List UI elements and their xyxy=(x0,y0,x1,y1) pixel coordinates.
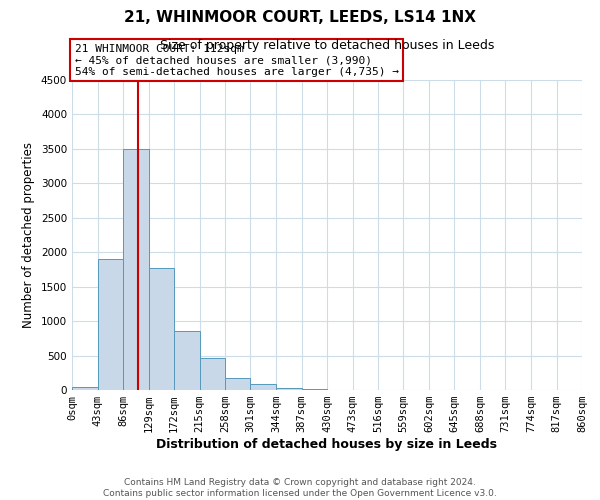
X-axis label: Distribution of detached houses by size in Leeds: Distribution of detached houses by size … xyxy=(157,438,497,451)
Bar xyxy=(174,332,199,390)
Bar xyxy=(302,389,327,390)
Bar xyxy=(149,268,174,390)
Bar xyxy=(123,149,149,390)
Bar xyxy=(225,378,251,390)
Text: 21 WHINMOOR COURT: 112sqm
← 45% of detached houses are smaller (3,990)
54% of se: 21 WHINMOOR COURT: 112sqm ← 45% of detac… xyxy=(74,44,398,77)
Bar xyxy=(72,386,97,390)
Bar xyxy=(199,358,225,390)
Y-axis label: Number of detached properties: Number of detached properties xyxy=(22,142,35,328)
Title: Size of property relative to detached houses in Leeds: Size of property relative to detached ho… xyxy=(160,40,494,52)
Bar xyxy=(276,388,302,390)
Bar xyxy=(97,259,123,390)
Text: Contains HM Land Registry data © Crown copyright and database right 2024.
Contai: Contains HM Land Registry data © Crown c… xyxy=(103,478,497,498)
Bar xyxy=(251,384,276,390)
Text: 21, WHINMOOR COURT, LEEDS, LS14 1NX: 21, WHINMOOR COURT, LEEDS, LS14 1NX xyxy=(124,10,476,25)
